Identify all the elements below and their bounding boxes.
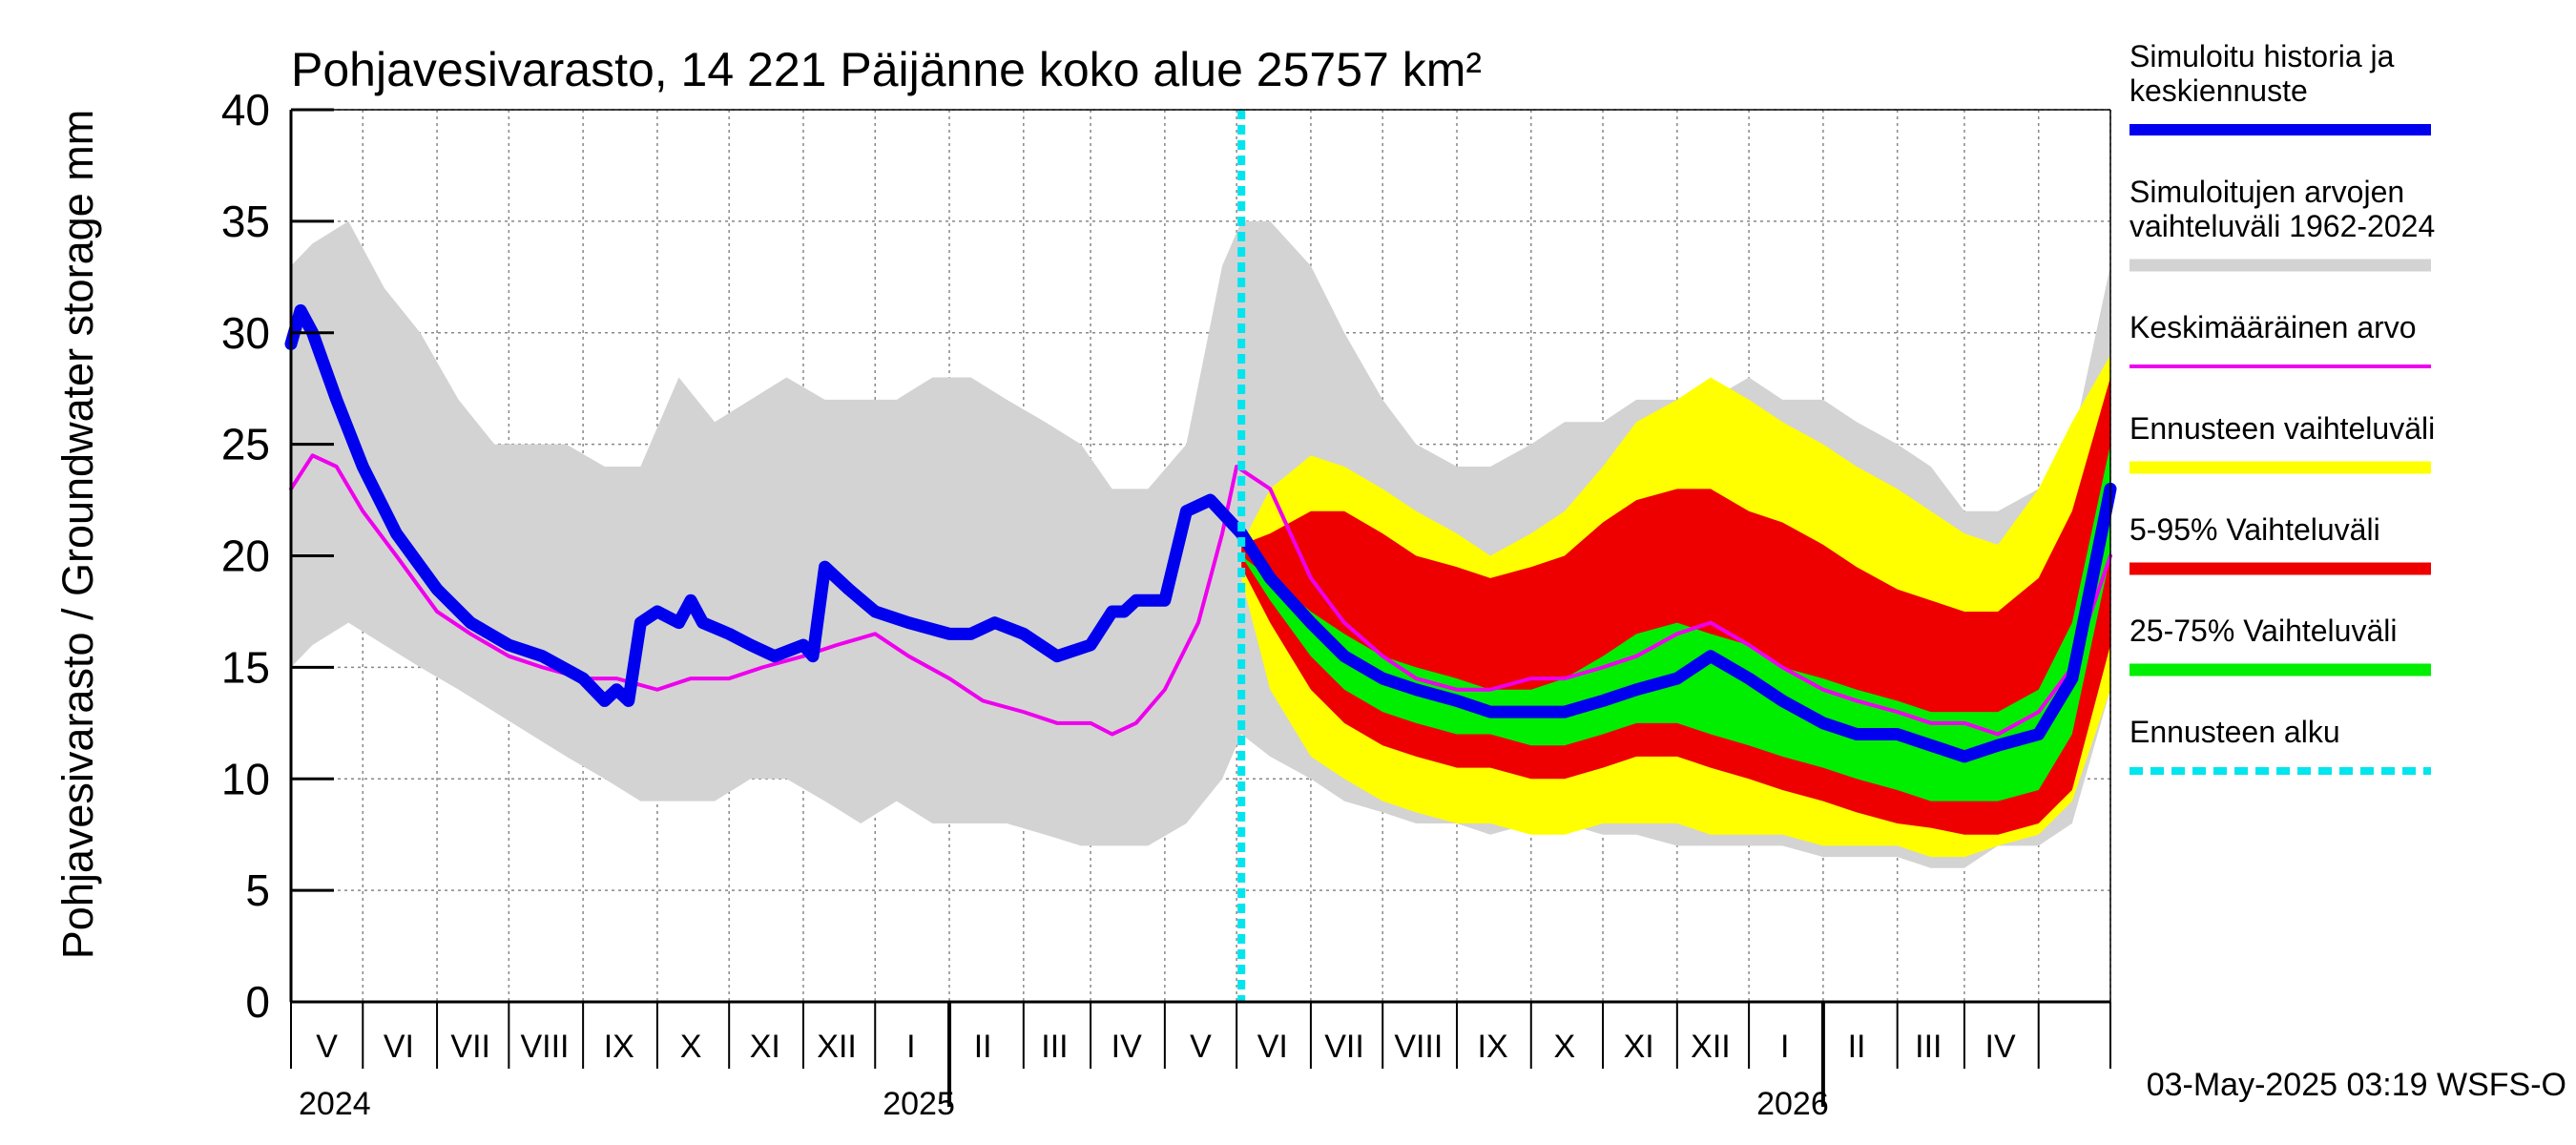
chart-title: Pohjavesivarasto, 14 221 Päijänne koko a… [291, 43, 1482, 96]
legend-label-p25_75: 25-75% Vaihteluväli [2129, 614, 2397, 648]
x-month-label: XI [750, 1029, 780, 1065]
legend-label-forecast_range: Ennusteen vaihteluväli [2129, 411, 2435, 446]
x-month-label: II [1848, 1029, 1866, 1065]
x-month-label: IV [1111, 1029, 1142, 1065]
x-month-label: VII [1324, 1029, 1364, 1065]
y-tick-label: 25 [221, 420, 270, 469]
x-month-label: IX [604, 1029, 634, 1065]
x-month-label: V [1190, 1029, 1212, 1065]
y-axis-label: Pohjavesivarasto / Groundwater storage m… [53, 110, 102, 959]
legend-label-history: keskiennuste [2129, 73, 2308, 108]
legend-label-p5_95: 5-95% Vaihteluväli [2129, 512, 2380, 547]
y-tick-label: 40 [221, 85, 270, 135]
x-month-label: XII [1691, 1029, 1731, 1065]
x-month-label: VI [1257, 1029, 1288, 1065]
y-tick-label: 30 [221, 308, 270, 358]
x-month-label: IX [1478, 1029, 1508, 1065]
legend-label-mean: Keskimääräinen arvo [2129, 310, 2417, 344]
x-month-label: VI [384, 1029, 414, 1065]
legend-label-sim_range: vaihteluväli 1962-2024 [2129, 209, 2435, 243]
y-tick-label: 10 [221, 754, 270, 803]
x-month-label: III [1915, 1029, 1942, 1065]
x-month-label: III [1041, 1029, 1068, 1065]
x-month-label: X [1554, 1029, 1576, 1065]
x-year-label: 2024 [299, 1086, 371, 1122]
y-tick-label: 35 [221, 197, 270, 246]
legend-label-forecast_start: Ennusteen alku [2129, 715, 2340, 749]
x-month-label: XII [817, 1029, 857, 1065]
y-tick-label: 0 [245, 977, 270, 1027]
x-month-label: XI [1624, 1029, 1654, 1065]
y-tick-label: 5 [245, 865, 270, 915]
x-month-label: VIII [1394, 1029, 1443, 1065]
x-month-label: I [1780, 1029, 1789, 1065]
legend-label-sim_range: Simuloitujen arvojen [2129, 175, 2404, 209]
x-year-label: 2026 [1756, 1086, 1829, 1122]
x-month-label: II [974, 1029, 992, 1065]
footer-timestamp: 03-May-2025 03:19 WSFS-O [2147, 1067, 2566, 1103]
y-tick-label: 20 [221, 531, 270, 581]
x-month-label: VIII [520, 1029, 569, 1065]
x-month-label: VII [450, 1029, 490, 1065]
x-month-label: IV [1985, 1029, 2016, 1065]
line-history [284, 303, 2117, 763]
lines [284, 110, 2117, 1002]
legend-label-history: Simuloitu historia ja [2129, 39, 2395, 73]
x-month-label: X [680, 1029, 702, 1065]
x-month-label: V [316, 1029, 338, 1065]
y-tick-label: 15 [221, 642, 270, 692]
x-month-label: I [906, 1029, 915, 1065]
x-year-label: 2025 [883, 1086, 955, 1122]
